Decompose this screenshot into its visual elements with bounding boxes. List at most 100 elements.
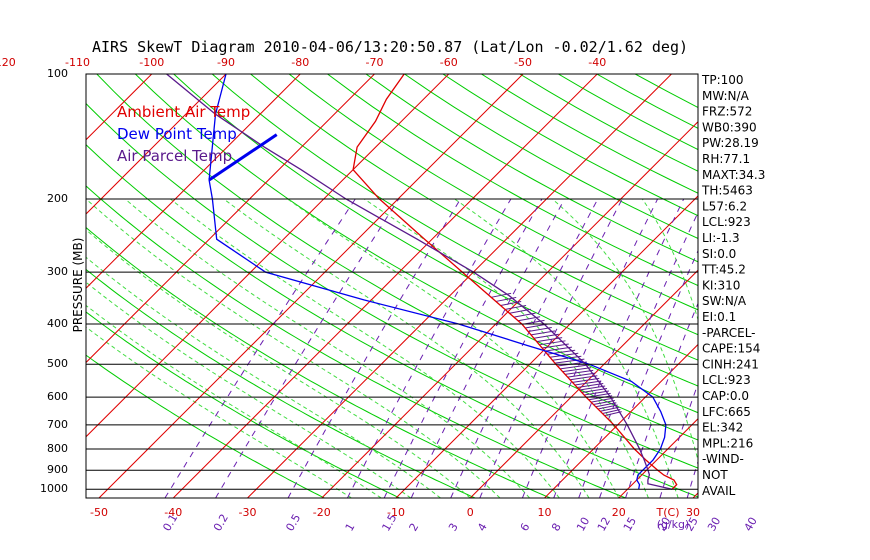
plot-area (0, 74, 870, 498)
moist-adiabat (454, 198, 679, 498)
dry-adiabat (481, 74, 698, 194)
dewpoint-thick-segment (208, 133, 278, 182)
dry-adiabat (519, 74, 698, 172)
moist-adiabat (86, 229, 471, 498)
stability-index: LI:-1.3 (702, 231, 740, 245)
stability-index: SW:N/A (702, 294, 747, 308)
bottom-temperature-ticks: -50 -40 -30 -20 -10 0 10 20 30 T(C) (90, 506, 700, 519)
top-tick-label: -90 (217, 56, 235, 69)
bottom-tick-label: -10 (387, 506, 405, 519)
stability-index: -PARCEL- (702, 326, 756, 340)
stability-index: RH:77.1 (702, 152, 750, 166)
bottom-unit-label: T(C) (656, 506, 680, 519)
isotherm (86, 74, 301, 289)
mixing-ratio-label: 1 (343, 521, 358, 534)
mixing-ratio-label: 0.2 (211, 512, 231, 534)
isotherm (321, 121, 698, 498)
mixing-ratio-line (659, 382, 698, 498)
dry-adiabat (442, 74, 698, 217)
mixing-ratio-unit: (g/kg) (657, 518, 690, 531)
dry-adiabat (211, 74, 698, 361)
moist-adiabat (86, 326, 352, 498)
cape-hatch (593, 399, 616, 405)
mixing-ratio-label: 3 (446, 521, 461, 534)
stability-index: LCL:923 (702, 215, 751, 229)
top-tick-label: -60 (440, 56, 458, 69)
stability-index: CAPE:154 (702, 342, 760, 356)
stability-index: -WIND- (702, 452, 744, 466)
cape-hatch (559, 364, 590, 370)
stability-index: CAP:0.0 (702, 389, 749, 403)
stability-index: EI:0.1 (702, 310, 736, 324)
mixing-ratio-line (479, 198, 623, 498)
stability-index: NOT (702, 468, 728, 482)
mixing-ratio-label: 30 (705, 515, 723, 534)
cape-hatch (565, 369, 594, 375)
dry-adiabat (86, 354, 325, 498)
cape-hatch (569, 375, 598, 381)
mixing-ratio-line (553, 198, 685, 498)
pressure-tick-label: 600 (47, 390, 68, 403)
stability-index: EL:342 (702, 421, 743, 435)
cape-hatch (583, 390, 609, 396)
mixing-ratio-labels: 0.1 0.2 0.5 1 1.5 2 3 4 6 8 10 12 15 20 25 30 40(g/kg) (160, 512, 759, 534)
chart-title: AIRS SkewT Diagram 2010-04-06/13:20:50.8… (92, 38, 688, 56)
isotherm (395, 195, 698, 498)
dry-adiabat (86, 311, 400, 498)
pressure-tick-label: 1000 (40, 482, 68, 495)
top-tick-label: -50 (514, 56, 532, 69)
dry-adiabat (327, 74, 698, 287)
stability-index: MW:N/A (702, 89, 750, 103)
stability-index: TH:5463 (701, 184, 753, 198)
mixing-ratio-line (346, 198, 512, 498)
cape-hatch (544, 346, 573, 352)
moist-adiabat (223, 198, 590, 498)
cape-hatch (552, 355, 582, 361)
top-tick-label: -110 (65, 56, 90, 69)
dry-adiabat (365, 74, 698, 263)
pressure-tick-label: 100 (47, 67, 68, 80)
isotherm (86, 74, 375, 364)
cape-hatch (549, 352, 579, 358)
dry-adiabat (173, 74, 698, 387)
stability-index: CINH:241 (702, 357, 759, 371)
cape-hatch (597, 404, 618, 410)
series-line (208, 74, 667, 490)
moist-adiabat (287, 198, 620, 498)
dry-adiabat (86, 144, 698, 498)
mixing-ratio-line (383, 198, 543, 498)
mixing-ratio-label: 8 (549, 521, 564, 534)
series-line (166, 74, 673, 490)
mixing-ratio-line (410, 198, 566, 498)
stability-index: TT:45.2 (701, 263, 746, 277)
cape-hatch (590, 397, 614, 403)
isotherm (767, 74, 870, 498)
top-tick-label: -40 (588, 56, 606, 69)
bottom-tick-label: 0 (467, 506, 474, 519)
bottom-tick-label: -30 (239, 506, 257, 519)
moist-adiabat (86, 304, 382, 498)
stability-index: AVAIL (702, 484, 736, 498)
bottom-tick-label: -50 (90, 506, 108, 519)
cape-hatch (541, 343, 569, 349)
legend-entry: Air Parcel Temp (117, 147, 232, 165)
cape-hatch (574, 380, 602, 386)
stability-index: LCL:923 (702, 373, 751, 387)
pressure-tick-label: 300 (47, 265, 68, 278)
cape-hatch (588, 395, 613, 401)
legend-entry: Dew Point Temp (117, 125, 237, 143)
mixing-ratio-label: 10 (574, 515, 592, 534)
moist-adiabats (86, 198, 698, 498)
pressure-tick-label: 500 (47, 357, 68, 370)
isotherm (842, 74, 870, 498)
cape-hatch (572, 377, 600, 383)
plot-frame (85, 73, 699, 499)
cape-hatch (577, 383, 604, 389)
pressure-tick-labels: 100 200 300 400 500 600 700 800 900 1000 (40, 67, 68, 495)
cape-hatch (604, 411, 622, 417)
moist-adiabat (124, 198, 530, 498)
stability-index: MPL:216 (702, 436, 753, 450)
isotherm (0, 74, 3, 498)
